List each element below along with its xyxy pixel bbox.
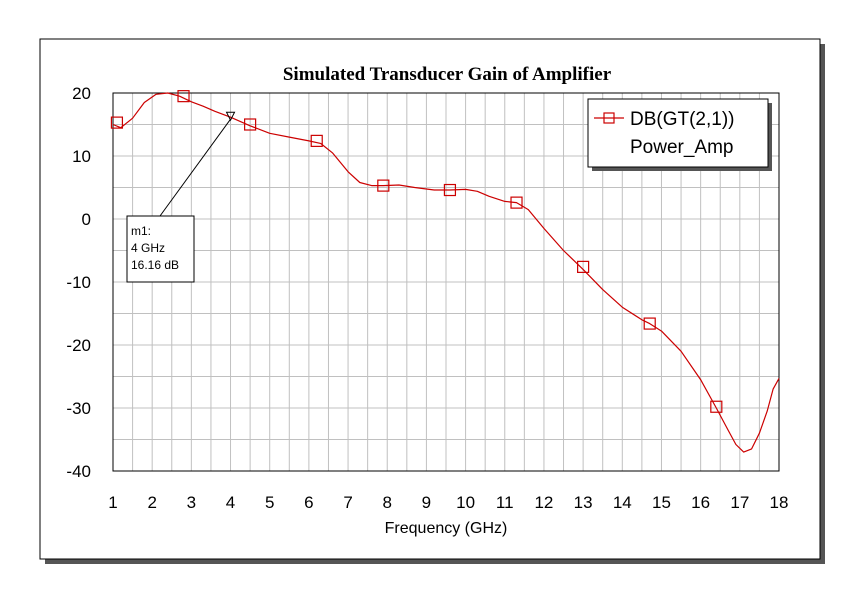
grid (113, 93, 779, 471)
x-tick-label: 12 (534, 493, 553, 512)
x-tick-label: 11 (496, 493, 514, 512)
series-marker (110, 116, 124, 129)
x-tick-label: 14 (613, 493, 632, 512)
marker-leader-line (159, 118, 231, 217)
series-line (112, 92, 780, 453)
legend-box (587, 98, 769, 168)
x-tick-label: 4 (226, 493, 235, 512)
series-layer (110, 90, 780, 453)
x-tick-label: 13 (574, 493, 593, 512)
chart-title: Simulated Transducer Gain of Amplifier (283, 64, 612, 85)
x-tick-label: 8 (383, 493, 392, 512)
legend-series-label: DB(GT(2,1)) (630, 109, 735, 130)
y-tick-labels: 20 10 0 -10 -20 -30 -40 (66, 84, 91, 481)
legend-series-sublabel: Power_Amp (630, 137, 734, 158)
series-marker (310, 134, 323, 147)
series-marker (643, 317, 656, 330)
legend-marker-swatch (603, 112, 615, 124)
x-axis-label: Frequency (GHz) (385, 520, 508, 537)
x-tick-label: 3 (187, 493, 196, 512)
x-tick-label: 15 (652, 493, 671, 512)
series-marker (510, 196, 523, 209)
series-marker (244, 118, 257, 131)
series-marker (577, 260, 590, 273)
x-tick-label: 5 (265, 493, 274, 512)
y-tick-label: -20 (66, 336, 91, 355)
y-tick-label: 10 (72, 147, 91, 166)
marker-m1-triangle[interactable] (225, 111, 236, 122)
marker-y-value: 16.16 dB (131, 258, 179, 272)
legend: DB(GT(2,1)) Power_Amp (587, 98, 772, 171)
series-marker (377, 179, 390, 192)
x-tick-labels: 1 2 3 4 5 6 7 8 9 10 11 12 13 14 15 16 17 18 (108, 493, 788, 512)
series-marker (443, 183, 457, 197)
x-tick-label: 17 (730, 493, 749, 512)
x-tick-label: 2 (147, 493, 156, 512)
marker-x-value: 4 GHz (131, 241, 165, 255)
x-tick-label: 10 (456, 493, 475, 512)
y-tick-label: -30 (66, 399, 91, 418)
x-tick-label: 7 (343, 493, 352, 512)
y-tick-label: 0 (82, 210, 91, 229)
y-tick-label: 20 (72, 84, 91, 103)
marker-name: m1: (131, 224, 151, 238)
series-marker (177, 90, 190, 103)
y-tick-label: -10 (66, 273, 91, 292)
y-tick-label: -40 (66, 462, 91, 481)
x-tick-label: 9 (422, 493, 431, 512)
marker-annotation-box[interactable] (126, 215, 195, 283)
x-tick-label: 16 (691, 493, 710, 512)
x-tick-label: 6 (304, 493, 313, 512)
x-tick-label: 18 (770, 493, 789, 512)
x-tick-label: 1 (108, 493, 117, 512)
series-marker (710, 400, 723, 413)
plot-area-border (112, 92, 780, 472)
